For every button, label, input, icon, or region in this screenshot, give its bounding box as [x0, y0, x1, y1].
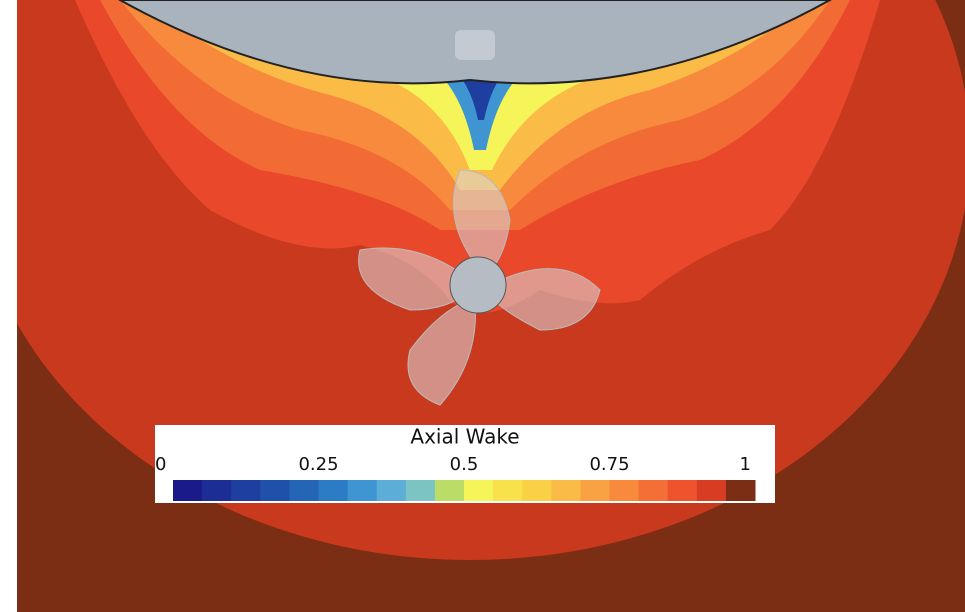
- color-band: [435, 480, 465, 501]
- color-band: [464, 480, 494, 501]
- color-band: [173, 480, 203, 501]
- color-band: [668, 480, 698, 501]
- colorbar-tick-label: 0.25: [298, 454, 338, 475]
- color-band: [522, 480, 552, 501]
- color-band: [493, 480, 523, 501]
- colorbar-tick-label: 1: [740, 454, 751, 475]
- color-band: [260, 480, 290, 501]
- color-band: [406, 480, 436, 501]
- color-band: [231, 480, 261, 501]
- hub: [450, 257, 506, 313]
- color-band: [697, 480, 727, 501]
- skeg: [455, 30, 495, 60]
- wake-plot: Axial Wake 0 0.25 0.5 0.75 1: [0, 0, 965, 612]
- color-band: [639, 480, 669, 501]
- colorbar-tick-label: 0.5: [450, 454, 479, 475]
- colorbar-tick-label: 0: [155, 454, 166, 475]
- color-band: [726, 480, 756, 501]
- color-band: [319, 480, 349, 501]
- colorbar-title: Axial Wake: [410, 425, 519, 449]
- color-band: [610, 480, 640, 501]
- colorbar-tick-label: 0.75: [589, 454, 629, 475]
- color-band: [202, 480, 232, 501]
- color-band: [551, 480, 581, 501]
- color-band: [580, 480, 610, 501]
- color-band: [377, 480, 407, 501]
- color-band: [348, 480, 378, 501]
- color-band: [289, 480, 319, 501]
- contour-field: [0, 0, 965, 612]
